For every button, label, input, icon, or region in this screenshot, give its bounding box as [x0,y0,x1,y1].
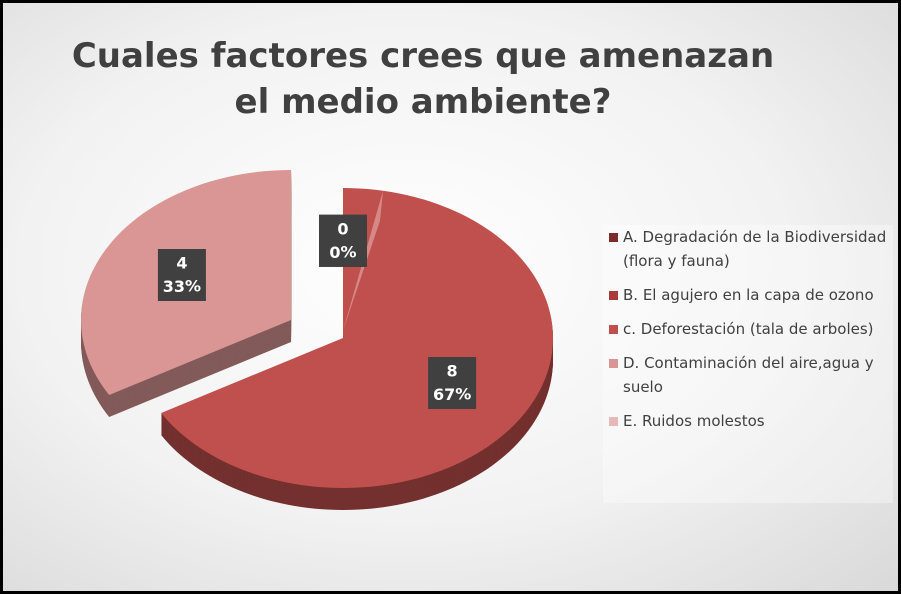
data-label-box [157,249,206,301]
legend-swatch [609,233,618,242]
zero-slice [343,190,383,331]
slice-top [161,188,554,488]
legend-label: B. El agujero en la capa de ozono [623,286,874,304]
data-label-box [428,357,477,409]
data-label-percent: 33% [163,277,201,296]
legend-swatch [609,417,618,426]
data-label-value: 8 [447,362,458,381]
legend-item: A. Degradación de la Biodiversidad (flor… [603,225,893,273]
legend-item: E. Ruidos molestos [603,409,893,433]
legend-label: E. Ruidos molestos [623,412,765,430]
percent-number: 67 [433,385,455,404]
legend-item: c. Deforestación (tala de arboles) [603,317,893,341]
data-label-value: 4 [176,254,187,273]
data-label-box [319,214,367,267]
percent-number: 0 [329,242,340,261]
plot: 00%00%867%433%00% [81,170,554,510]
chart-title: Cuales factores crees que amenazan el me… [71,36,775,122]
data-label-percent: 0% [329,242,356,261]
legend-swatch [609,291,618,300]
legend-swatch [609,359,618,368]
legend: A. Degradación de la Biodiversidad (flor… [603,225,893,503]
legend-item: D. Contaminación del aire,agua y suelo [603,351,893,399]
legend-item: B. El agujero en la capa de ozono [603,283,893,307]
legend-label: D. Contaminación del aire,agua y suelo [623,354,874,396]
data-label-value: 0 [337,219,348,238]
data-label-percent: 67% [433,385,471,404]
percent-number: 33 [163,277,185,296]
legend-label: A. Degradación de la Biodiversidad (flor… [623,228,887,270]
legend-label: c. Deforestación (tala de arboles) [623,320,874,338]
slice [161,188,554,510]
legend-swatch [609,325,618,334]
